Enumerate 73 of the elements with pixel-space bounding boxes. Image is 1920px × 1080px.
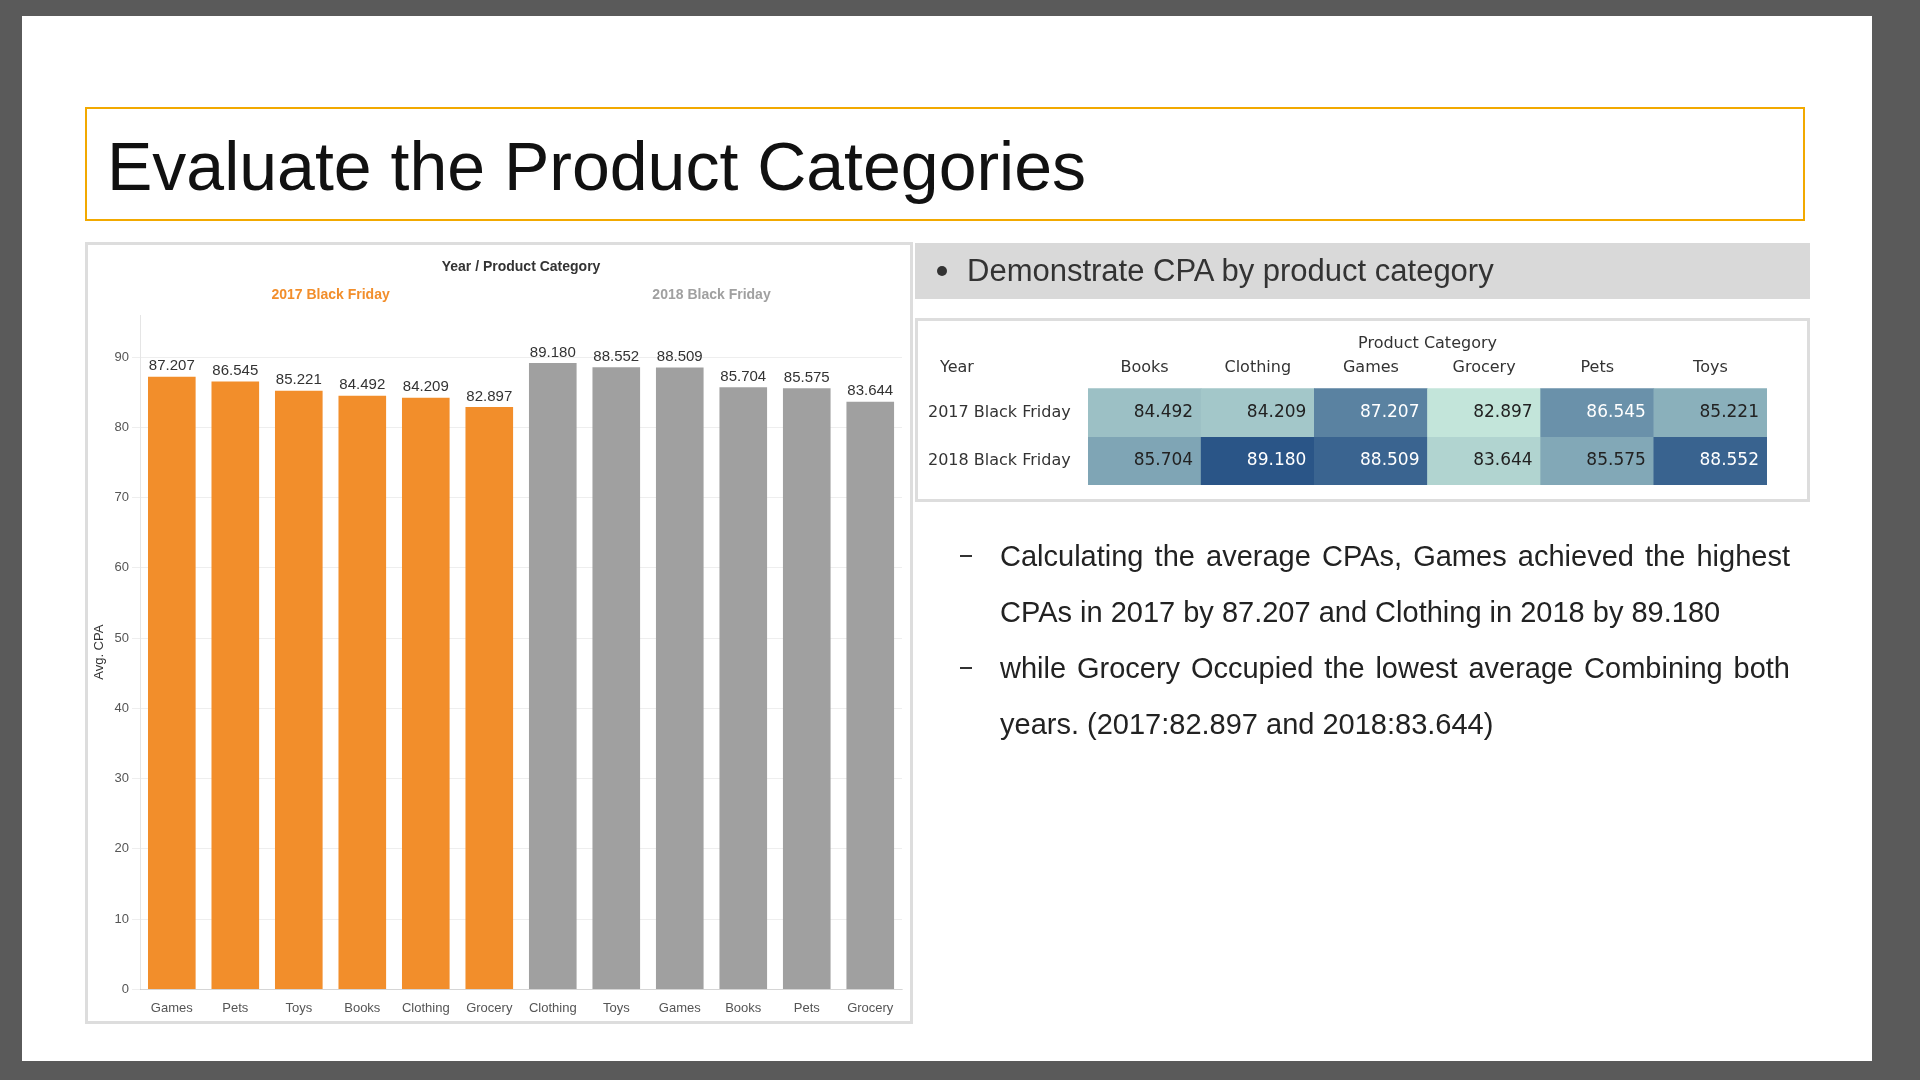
data-label: 83.644	[1473, 449, 1533, 470]
data-label: 84.492	[1133, 400, 1194, 421]
data-label: 84.492	[339, 375, 386, 393]
bar	[782, 388, 831, 989]
data-label: 85.221	[1699, 400, 1759, 421]
data-label: 82.897	[1473, 400, 1533, 421]
data-label: 85.704	[1133, 449, 1194, 470]
x-tick-label: Games	[1342, 356, 1399, 376]
x-tick-label: Clothing	[401, 999, 450, 1015]
x-tick-label: Clothing	[1224, 356, 1292, 376]
data-label: 88.552	[1699, 449, 1759, 470]
x-tick-label: Books	[344, 999, 381, 1015]
x-tick-label: Pets	[793, 999, 821, 1015]
bar	[274, 390, 323, 989]
bar	[338, 395, 387, 989]
x-tick-label: Books	[1120, 356, 1169, 376]
data-label: 85.221	[275, 370, 322, 388]
x-tick-label: Toys	[285, 999, 313, 1015]
data-label: 89.180	[1246, 449, 1307, 470]
y-axis-title: Avg. CPA	[91, 624, 107, 680]
data-label: 84.209	[1246, 400, 1307, 421]
bar	[655, 367, 704, 989]
x-tick-label: Toys	[602, 999, 631, 1015]
x-tick-label: Games	[658, 999, 702, 1015]
x-tick-label: Toys	[1692, 356, 1728, 376]
data-label: 86.545	[1586, 400, 1646, 421]
bar	[211, 381, 260, 989]
data-label: 89.180	[529, 342, 576, 360]
y-tick-label: 80	[114, 418, 130, 434]
bar	[401, 397, 450, 989]
x-tick-label: Pets	[1580, 356, 1615, 376]
text: 2017 Black Friday	[271, 285, 390, 302]
data-label: 87.207	[148, 356, 195, 374]
x-tick-label: Grocery	[466, 999, 513, 1015]
x-tick-label: Grocery	[847, 999, 894, 1015]
y-tick-label: 50	[114, 629, 130, 645]
y-tick-label: 30	[114, 770, 130, 786]
y-tick-label: 10	[114, 910, 130, 926]
x-tick-label: Clothing	[528, 999, 577, 1015]
y-tick-label: 40	[114, 699, 130, 715]
data-label: 85.575	[1586, 449, 1646, 470]
bar	[148, 376, 196, 989]
y-tick-label: 0	[121, 980, 130, 996]
x-tick-label: Grocery	[1452, 356, 1516, 376]
x-axis-title: Product Category	[1358, 333, 1497, 353]
data-label: 88.509	[1360, 449, 1420, 470]
x-tick-label: Books	[725, 999, 762, 1015]
y-tick-label: 60	[114, 559, 130, 575]
data-label: 82.897	[466, 386, 513, 404]
x-tick-label: Pets	[222, 999, 249, 1015]
y-axis-title: Year	[939, 357, 975, 377]
data-label: 84.209	[402, 377, 449, 395]
data-label: 87.207	[1360, 400, 1420, 421]
y-tick-label: 70	[114, 489, 130, 505]
bar	[465, 407, 514, 989]
data-label: 86.545	[212, 361, 259, 379]
text: 2018 Black Friday	[652, 285, 771, 302]
x-tick-label: Games	[150, 999, 194, 1015]
chart-title: Evaluate the Product Categories	[85, 107, 1805, 221]
y-tick-label: 20	[114, 840, 130, 856]
data-label: 85.575	[783, 367, 830, 385]
bar	[528, 362, 577, 989]
data-label: 85.704	[720, 366, 767, 384]
data-label: 83.644	[847, 381, 894, 399]
bar	[846, 401, 895, 989]
bar	[592, 367, 641, 989]
chart-title: Demonstrate CPA by product category	[967, 253, 1494, 288]
text: while Grocery Occupied the lowest average Combining both years. (2017:82.897 and 2018:83.644)	[1000, 652, 1790, 740]
bar	[719, 387, 768, 989]
legend-title: Year / Product Category	[441, 257, 601, 274]
data-label: 88.509	[656, 347, 703, 365]
data-label: 88.552	[593, 346, 640, 364]
y-tick-label: 90	[114, 348, 130, 364]
